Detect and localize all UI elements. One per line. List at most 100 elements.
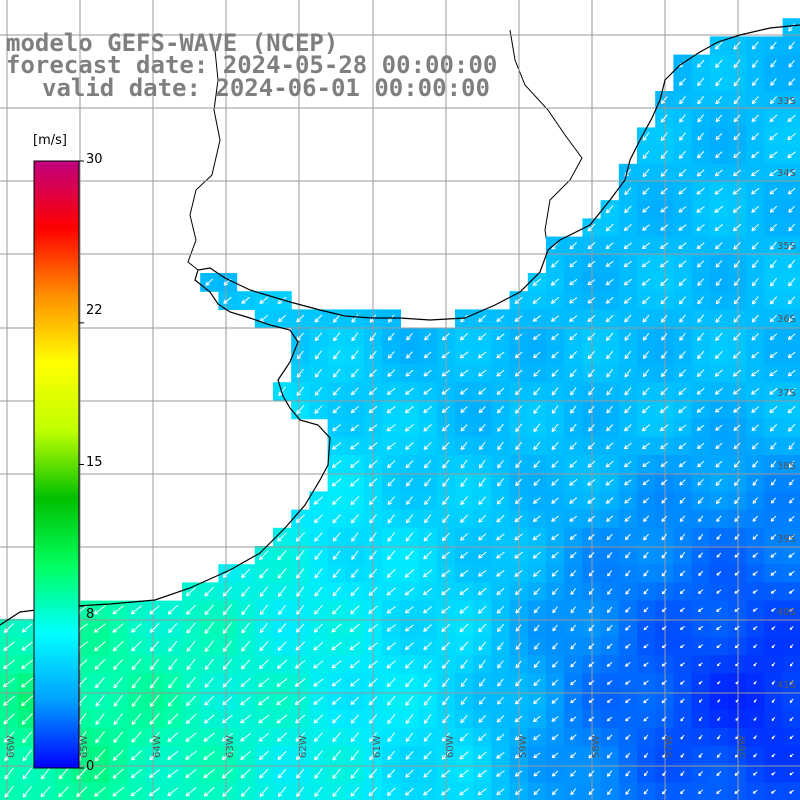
wind-arrow [769,114,778,123]
wind-arrow [222,658,233,670]
wind-arrow [423,787,433,796]
wind-arrow [241,640,251,652]
wind-arrow [332,405,341,414]
wind-arrow [587,515,596,522]
wind-arrow [478,733,487,741]
colorbar-tick-0: 0 [86,759,95,774]
wind-arrow [276,714,288,724]
wind-arrow [697,296,704,305]
wind-arrow [295,550,305,561]
wind-arrow [606,698,613,703]
wind-arrow [715,41,723,50]
wind-arrow [771,716,776,721]
wind-arrow [405,695,414,706]
wind-arrow [679,332,686,341]
wind-arrow [769,369,778,377]
wind-arrow [277,532,287,542]
wind-arrow [424,478,432,487]
wind-arrow [369,532,377,542]
wind-arrow [294,678,306,687]
wind-arrow [788,552,795,558]
wind-arrow [624,332,632,341]
wind-arrow [203,750,216,760]
wind-arrow [588,606,595,614]
wind-arrow [351,532,359,542]
wind-arrow [442,477,450,487]
wind-arrow [423,569,433,578]
wind-arrow [569,278,578,286]
wind-arrow [332,442,342,450]
wind-arrow [770,552,777,558]
wind-arrow [734,552,740,558]
wind-arrow [679,132,686,141]
wind-arrow [515,678,523,687]
wind-arrow [168,622,178,634]
wind-arrow [94,786,106,797]
wind-arrow [386,695,396,706]
wind-arrow [696,205,705,213]
wind-arrow [769,314,778,323]
wind-arrow [716,644,722,649]
wind-arrow [423,769,432,778]
wind-arrow [276,696,288,706]
wind-arrow [350,786,360,797]
wind-arrow [714,406,723,413]
wind-arrow [514,497,523,505]
wind-arrow [350,605,360,615]
wind-arrow [569,460,578,468]
wind-arrow [643,551,649,559]
wind-arrow [350,732,359,743]
wind-arrow [551,679,559,686]
wind-arrow [387,750,396,761]
wind-arrow [533,678,541,687]
wind-arrow [186,604,197,615]
wind-arrow [259,568,269,579]
wind-arrow [2,677,16,688]
wind-arrow [21,695,34,707]
wind-arrow [532,551,541,559]
wind-arrow [771,698,776,703]
wind-arrow [368,714,378,724]
wind-arrow [387,514,395,524]
wind-arrow [570,698,577,704]
wind-arrow [788,41,795,50]
wind-arrow [497,441,504,451]
wind-arrow [406,333,413,341]
wind-arrow [131,750,142,761]
wind-arrow [167,713,179,725]
wind-arrow [314,386,323,396]
wind-arrow [331,460,342,468]
wind-arrow [697,460,705,468]
wind-arrow [643,788,649,795]
wind-arrow [240,714,252,724]
wind-arrow [459,623,469,633]
wind-arrow [368,405,378,414]
wind-arrow [387,732,396,743]
wind-arrow [240,768,251,779]
wind-arrow [459,587,469,596]
wind-arrow [716,515,722,523]
wind-arrow [788,589,795,594]
wind-arrow [515,423,523,433]
wind-arrow [478,678,486,687]
wind-arrow [168,658,178,671]
wind-arrow [570,788,577,796]
wind-arrow [623,278,632,286]
wind-arrow [714,205,724,213]
wind-arrow [112,605,125,615]
wind-arrow [643,734,649,740]
wind-arrow [332,604,342,615]
wind-arrow [314,314,323,323]
wind-arrow [698,771,703,777]
wind-arrow [113,712,123,725]
wind-arrow [460,424,468,432]
wind-arrow [497,678,504,687]
wind-arrow [642,369,650,378]
wind-arrow [149,769,161,778]
wind-arrow [295,641,306,651]
wind-arrow [732,205,742,213]
lat-label: 35S [777,241,796,252]
wind-arrow [569,333,578,341]
wind-arrow [386,442,396,450]
wind-arrow [607,588,613,595]
